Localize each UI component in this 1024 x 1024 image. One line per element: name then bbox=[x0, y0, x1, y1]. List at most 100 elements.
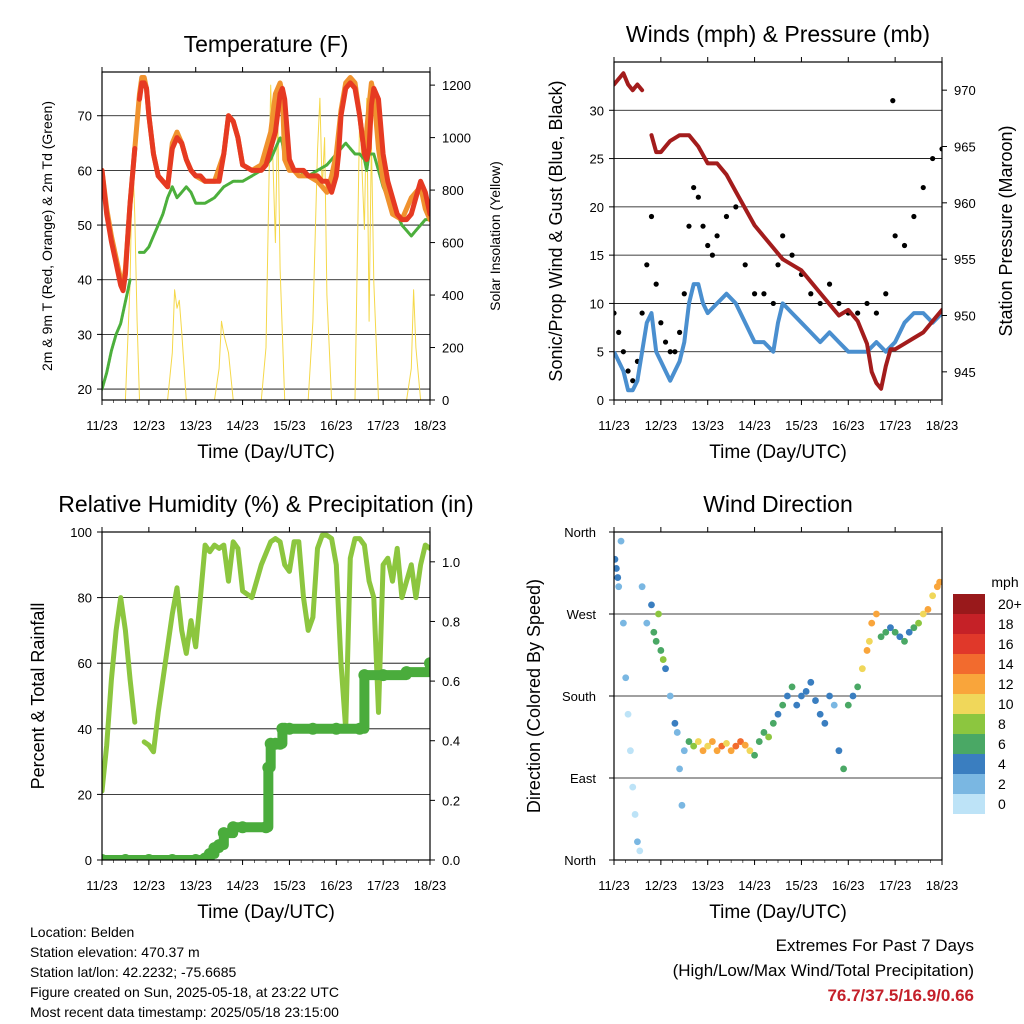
y2-tick-label: 1000 bbox=[442, 131, 471, 146]
y-tick-label: East bbox=[570, 771, 596, 786]
gust-point bbox=[644, 262, 650, 268]
y2-tick-label: 400 bbox=[442, 288, 464, 303]
direction-point bbox=[638, 583, 646, 591]
plot-border bbox=[101, 71, 431, 401]
panel-1: Winds (mph) & Pressure (mb) Time (Day/UTC… bbox=[546, 21, 1016, 463]
direction-point bbox=[896, 633, 904, 641]
direction-point bbox=[807, 678, 815, 686]
gust-point bbox=[700, 223, 706, 229]
direction-point bbox=[793, 701, 801, 709]
y2-tick-label: 200 bbox=[442, 341, 464, 356]
precip-point bbox=[102, 854, 108, 860]
y-tick-label: 5 bbox=[597, 345, 604, 360]
x-tick-label: 12/23 bbox=[133, 418, 166, 433]
gust-point bbox=[662, 339, 669, 345]
direction-point bbox=[746, 747, 754, 755]
precip-point bbox=[306, 722, 319, 735]
gust-point bbox=[864, 300, 870, 307]
direction-point bbox=[737, 738, 744, 745]
direction-point bbox=[614, 555, 619, 563]
gust-point bbox=[826, 281, 833, 287]
colorbar-label: 10 bbox=[998, 696, 1014, 712]
y2-tick-label: 0.6 bbox=[442, 674, 460, 689]
colorbar-label: 14 bbox=[998, 656, 1014, 672]
direction-point bbox=[643, 619, 651, 627]
gust-point bbox=[705, 242, 711, 249]
gust-point bbox=[751, 291, 758, 297]
colorbar-label: 16 bbox=[998, 636, 1014, 652]
colorbar-label: 8 bbox=[998, 716, 1006, 732]
gust-point bbox=[901, 242, 908, 249]
precip-point bbox=[189, 854, 202, 860]
direction-plot bbox=[614, 537, 942, 855]
x-tick-label: 11/23 bbox=[86, 418, 118, 433]
direction-point bbox=[919, 610, 927, 618]
plot-border bbox=[101, 531, 431, 861]
gust-point bbox=[714, 233, 720, 239]
direction-point bbox=[873, 610, 880, 618]
direction-point bbox=[631, 811, 639, 818]
gust-point bbox=[789, 252, 795, 258]
chart-title: Relative Humidity (%) & Precipitation (i… bbox=[58, 491, 473, 517]
direction-point bbox=[910, 624, 918, 632]
precip-point bbox=[217, 827, 230, 840]
x-tick-label: 18/23 bbox=[926, 418, 959, 433]
y2-tick-label: 600 bbox=[442, 236, 464, 251]
direction-point bbox=[901, 637, 908, 645]
y-tick-label: 80 bbox=[78, 591, 92, 606]
x-tick-label: 18/23 bbox=[414, 878, 447, 893]
x-tick-label: 13/23 bbox=[691, 878, 724, 893]
plot-border bbox=[613, 61, 943, 401]
direction-point bbox=[673, 729, 681, 736]
x-tick-label: 17/23 bbox=[367, 418, 400, 433]
x-tick-label: 16/23 bbox=[320, 878, 353, 893]
series-2m-t bbox=[102, 80, 430, 294]
gust-point bbox=[890, 98, 896, 104]
winds-plot bbox=[614, 71, 942, 393]
gust-point bbox=[911, 213, 917, 220]
temperature-plot bbox=[102, 75, 430, 400]
y-tick-label: West bbox=[567, 607, 597, 622]
gust-point bbox=[939, 146, 942, 152]
y-tick-label: 100 bbox=[70, 525, 92, 540]
colorbar-swatch bbox=[953, 654, 985, 674]
y-tick-label: 70 bbox=[78, 109, 92, 124]
x-tick-label: 16/23 bbox=[320, 418, 353, 433]
direction-point bbox=[788, 683, 796, 691]
precip-point bbox=[227, 821, 240, 834]
direction-point bbox=[666, 692, 674, 700]
gust-point bbox=[761, 291, 767, 297]
x-axis-label: Time (Day/UTC) bbox=[709, 902, 847, 923]
direction-point bbox=[798, 692, 805, 700]
precip-point bbox=[166, 854, 179, 860]
colorbar-swatch bbox=[953, 594, 985, 614]
colorbar-swatch bbox=[953, 674, 985, 694]
direction-point bbox=[741, 741, 749, 749]
direction-point bbox=[685, 738, 693, 745]
direction-point bbox=[936, 578, 942, 586]
colorbar-swatch bbox=[953, 614, 985, 634]
x-tick-label: 12/23 bbox=[133, 878, 166, 893]
gust-point bbox=[873, 310, 880, 316]
colorbar-label: 4 bbox=[998, 756, 1006, 772]
direction-point bbox=[751, 751, 758, 759]
panel-2: Relative Humidity (%) & Precipitation (i… bbox=[28, 491, 474, 923]
y2-tick-label: 970 bbox=[954, 83, 976, 98]
gust-point bbox=[817, 300, 823, 307]
colorbar-label: 20+ bbox=[998, 596, 1022, 612]
gust-point bbox=[920, 184, 926, 191]
x-tick-label: 18/23 bbox=[926, 878, 959, 893]
precip-point bbox=[236, 821, 249, 834]
direction-point bbox=[629, 783, 637, 791]
gust-point bbox=[855, 310, 861, 316]
direction-point bbox=[882, 628, 890, 636]
colorbar-label: 6 bbox=[998, 736, 1006, 752]
x-tick-label: 13/23 bbox=[179, 418, 212, 433]
direction-point bbox=[868, 619, 876, 627]
gust-point bbox=[639, 310, 645, 316]
direction-point bbox=[732, 742, 740, 750]
precip-point bbox=[353, 722, 366, 735]
direction-point bbox=[854, 683, 862, 691]
gust-point bbox=[677, 329, 683, 335]
